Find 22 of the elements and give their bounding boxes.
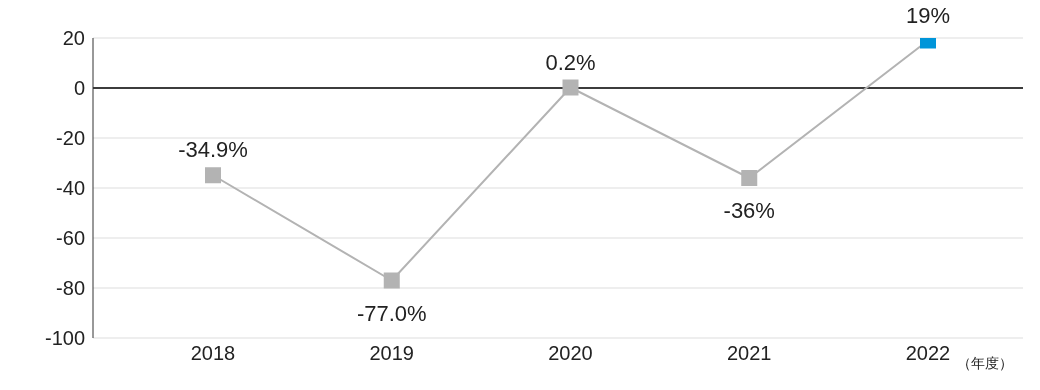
data-label: -34.9%	[178, 137, 248, 163]
x-axis-title: （年度）	[957, 355, 1013, 371]
data-label: 0.2%	[545, 49, 596, 75]
point	[741, 170, 758, 186]
data-label: 19%	[905, 2, 951, 28]
x-tick-label: 2020	[548, 342, 593, 365]
x-tick-label: 2018	[190, 342, 236, 365]
y-tick-label: 0	[73, 77, 85, 100]
y-tick-label: -60	[56, 227, 85, 250]
x-tick-label: 2021	[727, 342, 772, 365]
y-tick-label: -40	[56, 177, 85, 200]
point	[562, 79, 579, 96]
x-tick-label: 2022	[905, 342, 951, 365]
x-tick-label: 2019	[369, 342, 414, 365]
data-label: -77.0%	[356, 300, 427, 326]
y-tick-label: -20	[56, 127, 85, 150]
y-tick-label: 20	[62, 27, 85, 50]
y-tick-label: -100	[44, 327, 85, 350]
point	[383, 272, 400, 289]
y-tick-label: -80	[56, 277, 85, 300]
data-label: -36%	[723, 198, 775, 223]
point	[205, 167, 221, 184]
